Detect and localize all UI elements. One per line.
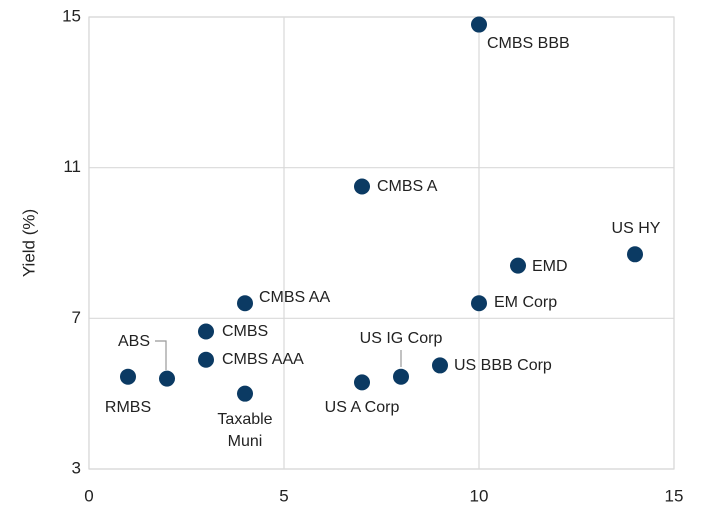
point-label: EM Corp [494, 294, 558, 312]
data-point [120, 368, 136, 385]
data-point [354, 178, 370, 195]
point-label: US HY [611, 220, 661, 238]
leader-line [155, 340, 167, 370]
x-tick-label: 15 [665, 486, 684, 505]
x-tick-label: 0 [84, 486, 93, 505]
point-label: RMBS [104, 398, 152, 416]
point-label: CMBS [222, 322, 269, 340]
data-point [237, 295, 253, 312]
y-axis-label: Yield (%) [19, 209, 38, 277]
x-tick-label: 10 [470, 486, 489, 505]
data-point [159, 370, 175, 387]
point-label: CMBS AA [259, 289, 331, 307]
data-point [393, 368, 409, 385]
point-label: ABS [117, 332, 150, 350]
data-point [471, 295, 487, 312]
y-tick-label: 7 [72, 308, 81, 327]
data-point [354, 374, 370, 391]
data-point [237, 385, 253, 402]
point-label: US BBB Corp [454, 357, 552, 375]
point-label: CMBS A [377, 177, 438, 195]
point-label: EMD [532, 257, 568, 275]
point-label: CMBS AAA [222, 350, 304, 368]
data-point [198, 323, 214, 340]
point-label: US A Corp [324, 399, 400, 417]
y-tick-label: 11 [63, 157, 81, 176]
data-point [471, 16, 487, 33]
data-point [198, 351, 214, 368]
data-point [627, 246, 643, 263]
y-tick-label: 15 [62, 6, 81, 25]
plot-border [88, 16, 675, 470]
point-label: Taxable Muni [217, 410, 273, 450]
y-tick-label: 3 [72, 458, 81, 477]
x-tick-label: 5 [279, 486, 288, 505]
data-point [432, 357, 448, 374]
point-label: CMBS BBB [487, 34, 570, 52]
data-point [510, 257, 526, 274]
point-label: US IG Corp [359, 329, 443, 347]
